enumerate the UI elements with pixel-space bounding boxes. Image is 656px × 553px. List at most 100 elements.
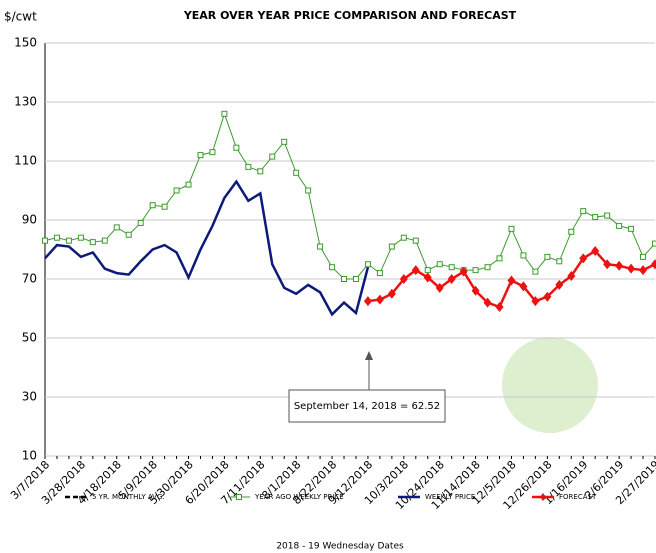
- point-marker: [305, 187, 312, 194]
- point-marker: [459, 266, 468, 277]
- point-marker: [424, 267, 431, 274]
- point-marker: [125, 231, 132, 238]
- point-marker: [435, 282, 444, 293]
- point-marker: [627, 263, 636, 274]
- point-marker: [556, 258, 563, 265]
- point-marker: [399, 274, 408, 284]
- point-marker: [411, 265, 420, 276]
- point-marker: [555, 279, 564, 290]
- x-axis-label: 2018 - 19 Wednesday Dates: [276, 542, 404, 552]
- point-marker: [531, 296, 540, 307]
- point-marker: [293, 169, 300, 176]
- point-marker: [341, 276, 348, 282]
- legend-label: YEAR AGO WEEKLY PRICE: [254, 493, 344, 501]
- point-marker: [364, 261, 371, 268]
- point-marker: [281, 138, 288, 145]
- point-marker: [387, 288, 396, 299]
- point-marker: [221, 110, 228, 117]
- point-marker: [257, 168, 264, 175]
- point-marker: [77, 234, 84, 241]
- point-marker: [53, 234, 60, 241]
- point-marker: [233, 144, 240, 151]
- plot-area: [42, 42, 656, 457]
- point-marker: [412, 237, 419, 244]
- point-marker: [42, 237, 48, 244]
- y-tick-label: 130: [14, 95, 37, 109]
- point-marker: [113, 224, 120, 231]
- point-marker: [544, 253, 551, 260]
- y-tick-label: 50: [22, 331, 37, 345]
- annotation-box: [288, 389, 446, 423]
- chart-title: YEAR OVER YEAR PRICE COMPARISON AND FORE…: [183, 9, 517, 22]
- point-marker: [639, 265, 648, 276]
- point-marker: [579, 253, 588, 264]
- point-marker: [363, 296, 372, 307]
- point-marker: [483, 297, 492, 308]
- point-marker: [567, 271, 576, 282]
- point-marker: [640, 253, 647, 260]
- point-marker: [520, 252, 527, 259]
- y-tick-label: 90: [22, 213, 37, 227]
- point-marker: [149, 202, 156, 209]
- point-marker: [317, 243, 324, 250]
- y-tick-label: 110: [14, 154, 37, 168]
- point-marker: [269, 153, 276, 160]
- point-marker: [519, 281, 528, 292]
- y-tick-label: 30: [22, 390, 37, 404]
- point-marker: [388, 243, 395, 250]
- point-marker: [245, 163, 252, 170]
- point-marker: [472, 267, 479, 274]
- point-marker: [65, 237, 72, 244]
- point-marker: [628, 225, 635, 232]
- point-marker: [592, 214, 599, 221]
- point-marker: [423, 272, 432, 283]
- watermark: [502, 337, 598, 433]
- y-tick-label: 70: [22, 272, 37, 286]
- point-marker: [447, 274, 456, 284]
- point-marker: [436, 261, 443, 268]
- point-marker: [616, 222, 623, 229]
- legend-label: 5 YR. MONTHLY AVG.: [92, 493, 165, 501]
- point-marker: [532, 268, 539, 275]
- point-marker: [471, 285, 480, 296]
- point-marker: [173, 187, 180, 194]
- annotation-arrowhead: [365, 351, 373, 360]
- point-marker: [375, 294, 384, 305]
- point-marker: [101, 237, 108, 244]
- legend-marker: [236, 494, 242, 500]
- point-marker: [496, 255, 503, 262]
- point-marker: [508, 225, 515, 232]
- legend-label: FORECAST: [559, 493, 597, 501]
- point-marker: [591, 245, 600, 256]
- point-marker: [376, 270, 383, 277]
- point-marker: [352, 276, 359, 282]
- series-line: [44, 179, 370, 317]
- point-marker: [615, 260, 624, 271]
- point-marker: [137, 219, 144, 226]
- y-tick-label: 150: [14, 36, 37, 50]
- point-marker: [543, 291, 552, 302]
- annotation-text: September 14, 2018 = 62.52: [294, 401, 440, 412]
- point-marker: [495, 302, 504, 313]
- point-marker: [604, 212, 611, 219]
- point-marker: [652, 240, 656, 247]
- point-marker: [484, 264, 491, 271]
- point-marker: [185, 181, 192, 188]
- legend-label: WEEKLY PRICE: [425, 493, 475, 501]
- series-line: [44, 112, 656, 280]
- point-marker: [568, 228, 575, 235]
- y-tick-label: 10: [22, 449, 37, 463]
- point-marker: [448, 264, 455, 271]
- point-marker: [329, 264, 336, 271]
- legend-marker: [540, 493, 546, 501]
- annotation: September 14, 2018 = 62.52: [288, 351, 446, 423]
- point-marker: [580, 208, 587, 215]
- point-marker: [197, 152, 204, 159]
- point-marker: [161, 203, 168, 210]
- point-marker: [603, 259, 612, 270]
- y-axis-label: $/cwt: [4, 10, 37, 24]
- point-marker: [89, 239, 96, 246]
- point-marker: [507, 275, 516, 286]
- point-marker: [400, 234, 407, 241]
